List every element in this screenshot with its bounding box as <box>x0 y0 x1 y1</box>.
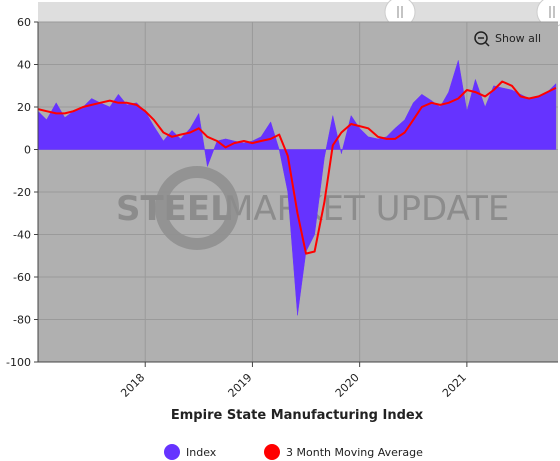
y-tick-label: -40 <box>13 229 31 242</box>
show-all-label: Show all <box>495 32 541 45</box>
y-tick-label: 40 <box>17 59 31 72</box>
index-series <box>37 60 557 316</box>
navigator-strip[interactable] <box>38 2 558 22</box>
x-tick-label: 2019 <box>226 371 255 400</box>
watermark-logo: STEEL MARKET UPDATE <box>116 166 509 250</box>
y-tick-label: 60 <box>17 16 31 29</box>
x-axis: 2018 2019 2020 2021 <box>38 361 558 400</box>
index-area <box>37 60 557 316</box>
y-axis: -100 -80 -60 -40 -20 0 20 40 60 <box>6 16 39 369</box>
y-tick-label: -60 <box>13 271 31 284</box>
legend-label: Index <box>186 446 217 459</box>
legend-item[interactable]: Index <box>164 444 217 460</box>
x-tick-label: 2018 <box>118 371 147 400</box>
zoom-out-icon <box>474 31 488 45</box>
moving-average-series <box>37 80 557 255</box>
legend-marker <box>264 444 280 460</box>
y-tick-label: 20 <box>17 101 31 114</box>
y-tick-label: -100 <box>6 356 31 369</box>
y-tick-label: -80 <box>13 314 31 327</box>
legend-marker <box>164 444 180 460</box>
legend-item[interactable]: 3 Month Moving Average <box>264 444 423 460</box>
y-tick-label: 0 <box>24 144 31 157</box>
y-tick-label: -20 <box>13 186 31 199</box>
show-all-button[interactable]: Show all <box>474 31 541 47</box>
x-tick-label: 2020 <box>333 371 362 400</box>
chart-title: Empire State Manufacturing Index <box>171 408 424 423</box>
watermark-text-steel: STEEL <box>116 189 232 229</box>
watermark-text-rest: MARKET UPDATE <box>224 189 509 229</box>
legend-label: 3 Month Moving Average <box>286 446 423 459</box>
x-tick-label: 2021 <box>440 371 469 400</box>
legend: Index 3 Month Moving Average <box>164 444 423 460</box>
